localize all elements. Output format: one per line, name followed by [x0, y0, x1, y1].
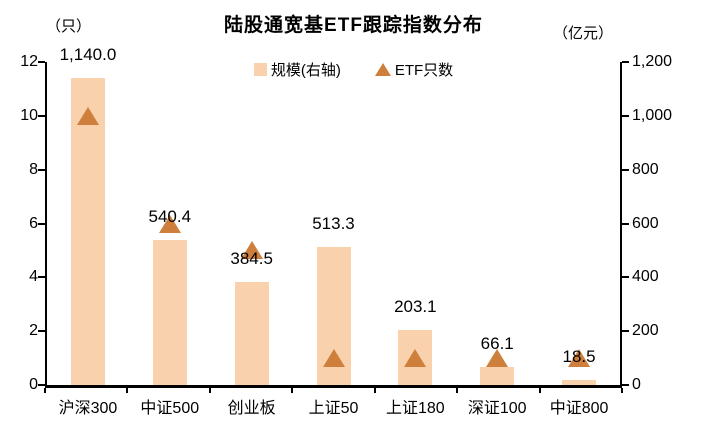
left-axis-tick-mark [38, 330, 45, 333]
bar-value-label: 384.5 [230, 248, 273, 268]
left-tick-8: 8 [29, 160, 38, 178]
bar-series-swatch-icon [253, 63, 267, 76]
x-axis-tick-mark [456, 388, 459, 393]
category-label-中证500: 中证500 [140, 400, 200, 417]
category-label-上证180: 上证180 [385, 400, 445, 417]
right-tick-600: 600 [632, 214, 659, 232]
etf-count-marker-沪深300 [76, 106, 99, 125]
right-axis-tick-labels: 0 200 400 600 800 1,000 1,200 [632, 0, 707, 433]
left-axis-tick-mark [38, 222, 45, 225]
right-axis-tick-mark [622, 384, 629, 386]
right-tick-400: 400 [632, 268, 659, 286]
category-label-中证800: 中证800 [549, 400, 609, 417]
left-tick-0: 0 [29, 376, 38, 393]
triangle-series-swatch-icon [374, 63, 391, 76]
right-tick-0: 0 [632, 376, 641, 393]
bar-深证100 [480, 367, 515, 385]
right-axis-tick-mark [622, 276, 629, 279]
left-axis-unit-label: （只） [46, 18, 92, 35]
x-axis-tick-mark [126, 388, 129, 393]
right-tick-1200: 1,200 [632, 53, 673, 70]
bar-value-label: 1,140.0 [59, 45, 117, 65]
bar-value-label: 66.1 [480, 334, 514, 354]
right-axis-tick-mark [622, 114, 629, 117]
left-tick-10: 10 [20, 106, 38, 124]
left-tick-4: 4 [29, 268, 38, 286]
left-axis-tick-mark [38, 114, 45, 117]
right-axis-tick-mark [622, 222, 629, 225]
legend-item-etf-count: ETF只数 [374, 59, 454, 80]
left-axis-tick-mark [38, 168, 45, 171]
x-axis-tick-mark [538, 388, 541, 393]
bar-value-label: 513.3 [312, 213, 355, 233]
plot-area: 1,140.0 540.4 384.5 513.3 203.1 66.1 18.5 [45, 46, 622, 388]
left-tick-2: 2 [29, 322, 38, 340]
right-axis-tick-mark [622, 168, 629, 171]
x-axis-tick-mark [621, 388, 623, 393]
etf-count-marker-中证500 [158, 214, 181, 233]
x-axis-tick-mark [44, 388, 46, 393]
left-axis-tick-mark [38, 276, 45, 279]
left-tick-6: 6 [29, 214, 38, 232]
etf-count-marker-上证180 [404, 349, 427, 368]
x-axis-tick-mark [208, 388, 211, 393]
right-tick-800: 800 [632, 160, 659, 178]
chart-title: 陆股通宽基ETF跟踪指数分布 [224, 15, 483, 36]
category-label-创业板: 创业板 [227, 400, 276, 417]
left-axis-tick-mark [38, 384, 45, 386]
bar-value-label: 203.1 [394, 297, 437, 317]
right-tick-1000: 1,000 [632, 106, 673, 124]
etf-count-marker-上证50 [322, 349, 345, 368]
bar-中证800 [562, 380, 597, 385]
bar-创业板 [234, 281, 269, 385]
right-axis-tick-mark [622, 330, 629, 333]
right-tick-200: 200 [632, 322, 659, 340]
left-axis-tick-labels: 0 2 4 6 8 10 12 [0, 0, 38, 433]
category-label-上证50: 上证50 [308, 400, 359, 417]
left-tick-12: 12 [20, 53, 38, 70]
legend-label-scale: 规模(右轴) [270, 62, 341, 79]
bar-value-label: 18.5 [562, 347, 596, 367]
bar-value-label: 540.4 [148, 206, 192, 226]
category-label-深证100: 深证100 [467, 400, 527, 417]
legend-label-etf-count: ETF只数 [394, 62, 454, 79]
x-axis-tick-mark [373, 388, 376, 393]
etf-count-marker-深证100 [486, 349, 509, 368]
etf-count-marker-中证800 [568, 349, 591, 368]
right-axis-unit-label: （亿元） [553, 25, 614, 42]
etf-count-marker-创业板 [240, 241, 263, 260]
bar-中证500 [152, 239, 187, 385]
category-label-沪深300: 沪深300 [58, 400, 118, 417]
bar-沪深300 [70, 78, 105, 385]
legend: 规模(右轴) ETF只数 [0, 59, 707, 80]
legend-item-scale: 规模(右轴) [253, 59, 341, 80]
x-axis-tick-mark [291, 388, 294, 393]
